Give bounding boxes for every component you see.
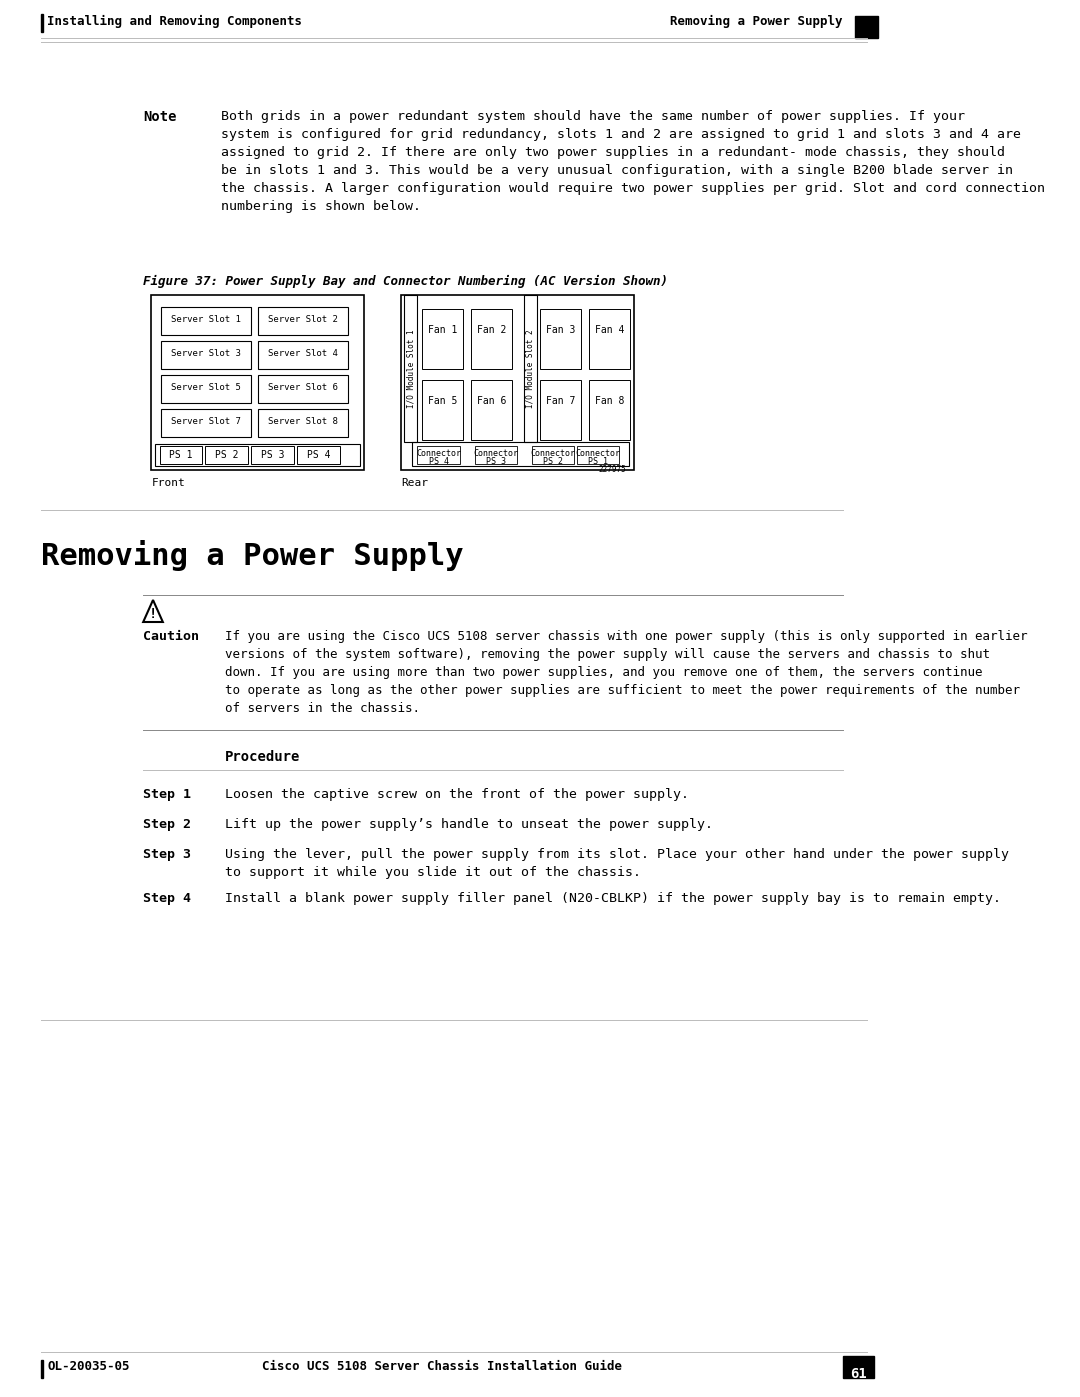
Text: Fan 8: Fan 8 [595,395,624,407]
Text: Server Slot 4: Server Slot 4 [268,349,338,358]
Bar [413,441,630,467]
Text: !: ! [149,608,158,622]
Text: Fan 5: Fan 5 [428,395,458,407]
Bar [577,446,620,464]
Text: Connector: Connector [473,448,518,458]
Text: PS 3: PS 3 [486,457,505,467]
Text: numbering is shown below.: numbering is shown below. [221,200,421,212]
Text: Server Slot 5: Server Slot 5 [172,383,241,393]
Text: PS 3: PS 3 [260,450,284,460]
Bar [156,444,360,467]
Bar [258,341,348,369]
Bar [258,409,348,437]
Text: Install a blank power supply filler panel (N20-CBLKP) if the power supply bay is: Install a blank power supply filler pane… [225,893,1001,905]
Bar [258,307,348,335]
Text: Server Slot 3: Server Slot 3 [172,349,241,358]
Text: assigned to grid 2. If there are only two power supplies in a redundant- mode ch: assigned to grid 2. If there are only tw… [221,147,1004,159]
Text: to operate as long as the other power supplies are sufficient to meet the power : to operate as long as the other power su… [225,685,1020,697]
Text: Procedure: Procedure [225,750,300,764]
Text: versions of the system software), removing the power supply will cause the serve: versions of the system software), removi… [225,648,990,661]
Text: down. If you are using more than two power supplies, and you remove one of them,: down. If you are using more than two pow… [225,666,983,679]
Text: PS 2: PS 2 [543,457,563,467]
Text: Fan 7: Fan 7 [545,395,576,407]
Text: If you are using the Cisco UCS 5108 server chassis with one power supply (this i: If you are using the Cisco UCS 5108 serv… [225,630,1027,643]
Bar [41,1361,43,1377]
Bar [422,309,463,369]
Text: OL-20035-05: OL-20035-05 [48,1361,130,1373]
Text: I/O Module Slot 1: I/O Module Slot 1 [406,330,416,408]
Text: Step 3: Step 3 [144,848,191,861]
Bar [422,380,463,440]
Bar [540,309,581,369]
Bar [258,374,348,402]
Bar [161,307,252,335]
Text: Both grids in a power redundant system should have the same number of power supp: Both grids in a power redundant system s… [221,110,964,123]
Text: Fan 6: Fan 6 [477,395,507,407]
Bar [855,15,878,38]
Text: PS 2: PS 2 [215,450,239,460]
Text: Fan 3: Fan 3 [545,326,576,335]
Bar [401,295,634,469]
Bar [161,341,252,369]
Text: Connector: Connector [530,448,576,458]
Bar [590,309,630,369]
Text: Server Slot 8: Server Slot 8 [268,416,338,426]
Bar [471,309,512,369]
Text: to support it while you slide it out of the chassis.: to support it while you slide it out of … [225,866,642,879]
Text: the chassis. A larger configuration would require two power supplies per grid. S: the chassis. A larger configuration woul… [221,182,1045,196]
Bar [160,446,202,464]
Text: PS 4: PS 4 [307,450,330,460]
Bar [524,295,537,441]
Text: PS 1: PS 1 [589,457,608,467]
Text: Cisco UCS 5108 Server Chassis Installation Guide: Cisco UCS 5108 Server Chassis Installati… [261,1361,622,1373]
Text: system is configured for grid redundancy, slots 1 and 2 are assigned to grid 1 a: system is configured for grid redundancy… [221,129,1021,141]
Bar [531,446,575,464]
Text: Front: Front [151,478,185,488]
Text: of servers in the chassis.: of servers in the chassis. [225,703,420,715]
Bar [161,374,252,402]
Text: Lift up the power supply’s handle to unseat the power supply.: Lift up the power supply’s handle to uns… [225,819,713,831]
Text: Connector: Connector [416,448,461,458]
Bar [842,1356,874,1377]
Text: Fan 4: Fan 4 [595,326,624,335]
Text: Rear: Rear [401,478,428,488]
Text: Loosen the captive screw on the front of the power supply.: Loosen the captive screw on the front of… [225,788,689,800]
Text: Figure 37: Power Supply Bay and Connector Numbering (AC Version Shown): Figure 37: Power Supply Bay and Connecto… [144,275,669,288]
Text: Removing a Power Supply: Removing a Power Supply [41,541,463,571]
Bar [471,380,512,440]
Bar [151,295,364,469]
Bar [404,295,417,441]
Text: Step 1: Step 1 [144,788,191,800]
Bar [417,446,460,464]
Bar [540,380,581,440]
Text: 227975: 227975 [598,465,626,474]
Text: Connector: Connector [576,448,621,458]
Bar [205,446,248,464]
Text: PS 1: PS 1 [170,450,192,460]
Text: Fan 1: Fan 1 [428,326,458,335]
Bar [252,446,294,464]
Bar [41,14,43,32]
Text: PS 4: PS 4 [429,457,448,467]
Text: be in slots 1 and 3. This would be a very unusual configuration, with a single B: be in slots 1 and 3. This would be a ver… [221,163,1013,177]
Text: Removing a Power Supply: Removing a Power Supply [671,15,842,28]
Text: Server Slot 1: Server Slot 1 [172,314,241,324]
Text: I/O Module Slot 2: I/O Module Slot 2 [526,330,535,408]
Text: Server Slot 6: Server Slot 6 [268,383,338,393]
Text: Server Slot 2: Server Slot 2 [268,314,338,324]
Text: Using the lever, pull the power supply from its slot. Place your other hand unde: Using the lever, pull the power supply f… [225,848,1009,861]
Bar [474,446,517,464]
Text: Fan 2: Fan 2 [477,326,507,335]
Text: Step 4: Step 4 [144,893,191,905]
Text: Step 2: Step 2 [144,819,191,831]
Text: Server Slot 7: Server Slot 7 [172,416,241,426]
Bar [297,446,339,464]
Bar [590,380,630,440]
Text: Note: Note [144,110,177,124]
Text: Caution: Caution [144,630,199,643]
Text: Installing and Removing Components: Installing and Removing Components [48,15,302,28]
Bar [161,409,252,437]
Text: 61: 61 [850,1368,867,1382]
